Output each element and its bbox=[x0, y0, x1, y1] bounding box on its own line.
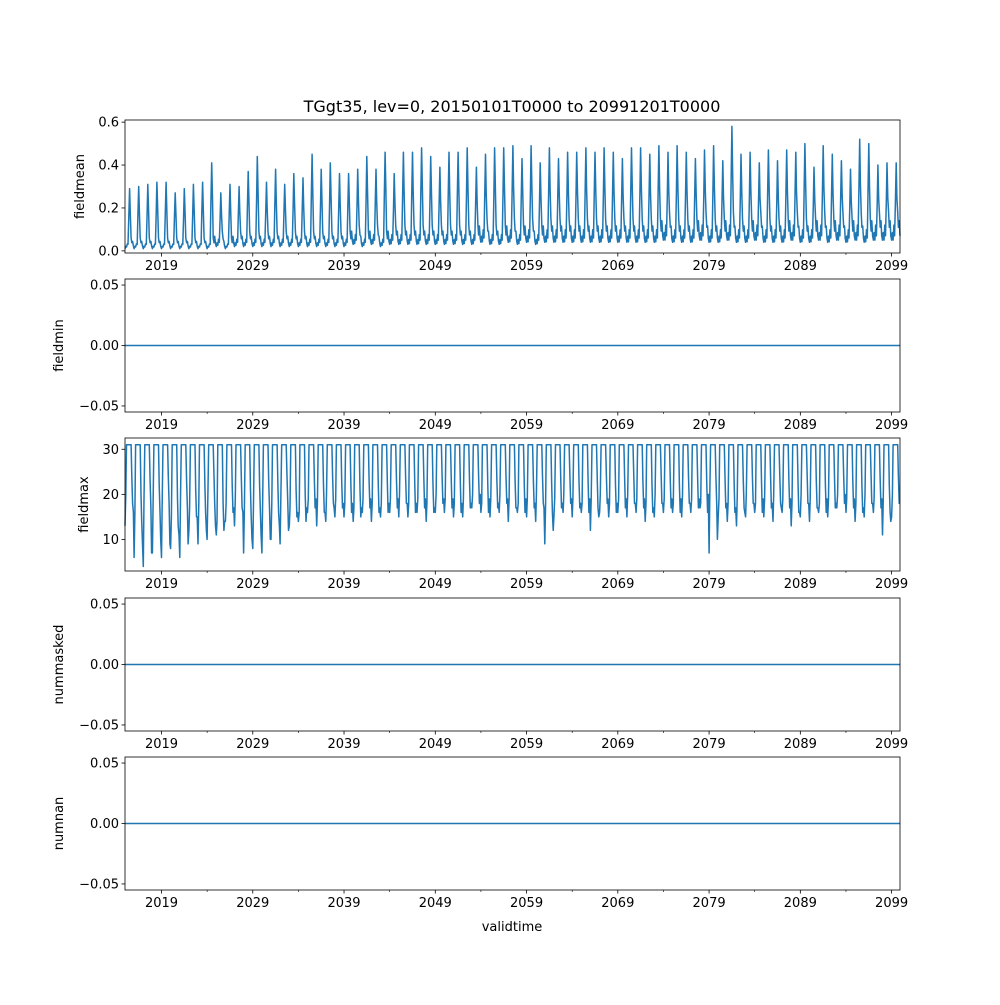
fieldmin-x-tick-label: 2049 bbox=[419, 418, 452, 433]
fieldmin-y-axis-label: fieldmin bbox=[52, 319, 67, 372]
fieldmin-x-tick-label: 2039 bbox=[327, 418, 360, 433]
panel-fieldmax: 10 20 30 fieldmax 2019 2029 2039 2049 2059 2069 20… bbox=[77, 437, 908, 592]
nummasked-x-tick-label: 2099 bbox=[875, 737, 908, 752]
fieldmean-y-tick-label: 0.4 bbox=[98, 159, 119, 174]
panel-fieldmin: −0.05 0.00 0.05 fieldmin 2019 2029 2039 2049 205… bbox=[52, 279, 908, 433]
fieldmean-x-tick-label: 2049 bbox=[419, 259, 452, 274]
fieldmax-x-tick-label: 2029 bbox=[236, 577, 269, 592]
numnan-x-tick-label: 2019 bbox=[145, 896, 178, 911]
fieldmax-x-tick-label: 2089 bbox=[784, 577, 817, 592]
chart-title: TGgt35, lev=0, 20150101T0000 to 20991201… bbox=[303, 97, 721, 116]
fieldmax-y-axis-label: fieldmax bbox=[77, 476, 92, 533]
nummasked-x-tick-label: 2089 bbox=[784, 737, 817, 752]
numnan-y-tick-label: 0.00 bbox=[90, 817, 119, 832]
fieldmin-x-tick-label: 2019 bbox=[145, 418, 178, 433]
fieldmax-x-tick-label: 2079 bbox=[693, 577, 726, 592]
numnan-y-tick-label: −0.05 bbox=[79, 877, 119, 892]
fieldmean-x-tick-label: 2079 bbox=[693, 259, 726, 274]
nummasked-x-tick-label: 2019 bbox=[145, 737, 178, 752]
fieldmax-x-tick-label: 2019 bbox=[145, 577, 178, 592]
numnan-x-tick-label: 2039 bbox=[327, 896, 360, 911]
numnan-y-axis-label: numnan bbox=[52, 797, 67, 851]
fieldmin-y-tick-label: 0.05 bbox=[90, 279, 119, 294]
fieldmin-y-tick-label: 0.00 bbox=[90, 339, 119, 354]
fieldmean-x-tick-label: 2039 bbox=[327, 259, 360, 274]
fieldmean-y-tick-label: 0.2 bbox=[98, 201, 119, 216]
nummasked-y-tick-label: −0.05 bbox=[79, 718, 119, 733]
fieldmean-x-tick-label: 2029 bbox=[236, 259, 269, 274]
numnan-x-tick-label: 2079 bbox=[693, 896, 726, 911]
panels: 0.0 0.2 0.4 0.6 fieldmean 2019 2029 2039 2049 205… bbox=[52, 116, 908, 911]
fieldmax-x-tick-label: 2049 bbox=[419, 577, 452, 592]
fieldmax-y-tick-label: 30 bbox=[102, 443, 119, 458]
nummasked-x-tick-label: 2049 bbox=[419, 737, 452, 752]
nummasked-x-tick-label: 2069 bbox=[601, 737, 634, 752]
nummasked-y-axis-label: nummasked bbox=[52, 625, 67, 705]
fieldmin-x-tick-label: 2079 bbox=[693, 418, 726, 433]
fieldmin-x-tick-label: 2059 bbox=[510, 418, 543, 433]
fieldmin-x-tick-label: 2089 bbox=[784, 418, 817, 433]
fieldmax-y-tick-label: 20 bbox=[102, 488, 119, 503]
fieldmax-x-tick-label: 2039 bbox=[327, 577, 360, 592]
numnan-x-tick-label: 2069 bbox=[601, 896, 634, 911]
fieldmean-y-tick-label: 0.0 bbox=[98, 244, 119, 259]
numnan-x-tick-label: 2099 bbox=[875, 896, 908, 911]
numnan-y-tick-label: 0.05 bbox=[90, 757, 119, 772]
fieldmean-x-tick-label: 2059 bbox=[510, 259, 543, 274]
nummasked-x-tick-label: 2079 bbox=[693, 737, 726, 752]
nummasked-x-tick-label: 2029 bbox=[236, 737, 269, 752]
fieldmin-x-tick-label: 2099 bbox=[875, 418, 908, 433]
nummasked-x-tick-label: 2039 bbox=[327, 737, 360, 752]
numnan-x-tick-label: 2049 bbox=[419, 896, 452, 911]
nummasked-y-tick-label: 0.05 bbox=[90, 598, 119, 613]
fieldmax-series-line bbox=[124, 444, 900, 568]
fieldmean-x-tick-label: 2019 bbox=[145, 259, 178, 274]
fieldmean-x-tick-label: 2089 bbox=[784, 259, 817, 274]
numnan-x-tick-label: 2059 bbox=[510, 896, 543, 911]
fieldmax-x-tick-label: 2069 bbox=[601, 577, 634, 592]
numnan-x-tick-label: 2029 bbox=[236, 896, 269, 911]
nummasked-x-tick-label: 2059 bbox=[510, 737, 543, 752]
numnan-x-tick-label: 2089 bbox=[784, 896, 817, 911]
fieldmin-y-tick-label: −0.05 bbox=[79, 399, 119, 414]
fieldmean-x-tick-label: 2099 bbox=[875, 259, 908, 274]
fieldmax-y-tick-label: 10 bbox=[102, 533, 119, 548]
fieldmax-axes-frame bbox=[124, 437, 901, 572]
fieldmax-x-tick-label: 2099 bbox=[875, 577, 908, 592]
fieldmean-y-axis-label: fieldmean bbox=[73, 154, 88, 219]
panel-numnan: −0.05 0.00 0.05 numnan 2019 2029 2039 2049 2059 2… bbox=[52, 757, 908, 911]
fieldmean-series-line bbox=[124, 125, 901, 250]
fieldmin-x-tick-label: 2069 bbox=[601, 418, 634, 433]
panel-fieldmean: 0.0 0.2 0.4 0.6 fieldmean 2019 2029 2039 2049 205… bbox=[73, 116, 908, 274]
panel-nummasked: −0.05 0.00 0.05 nummasked 2019 2029 2039 2049 20… bbox=[52, 598, 908, 752]
fieldmean-axes-frame bbox=[124, 119, 901, 254]
fieldmax-x-tick-label: 2059 bbox=[510, 577, 543, 592]
nummasked-y-tick-label: 0.00 bbox=[90, 658, 119, 673]
fieldmean-y-tick-label: 0.6 bbox=[98, 116, 119, 131]
fieldmin-x-tick-label: 2029 bbox=[236, 418, 269, 433]
fieldmean-x-tick-label: 2069 bbox=[601, 259, 634, 274]
x-axis-label: validtime bbox=[482, 920, 543, 935]
